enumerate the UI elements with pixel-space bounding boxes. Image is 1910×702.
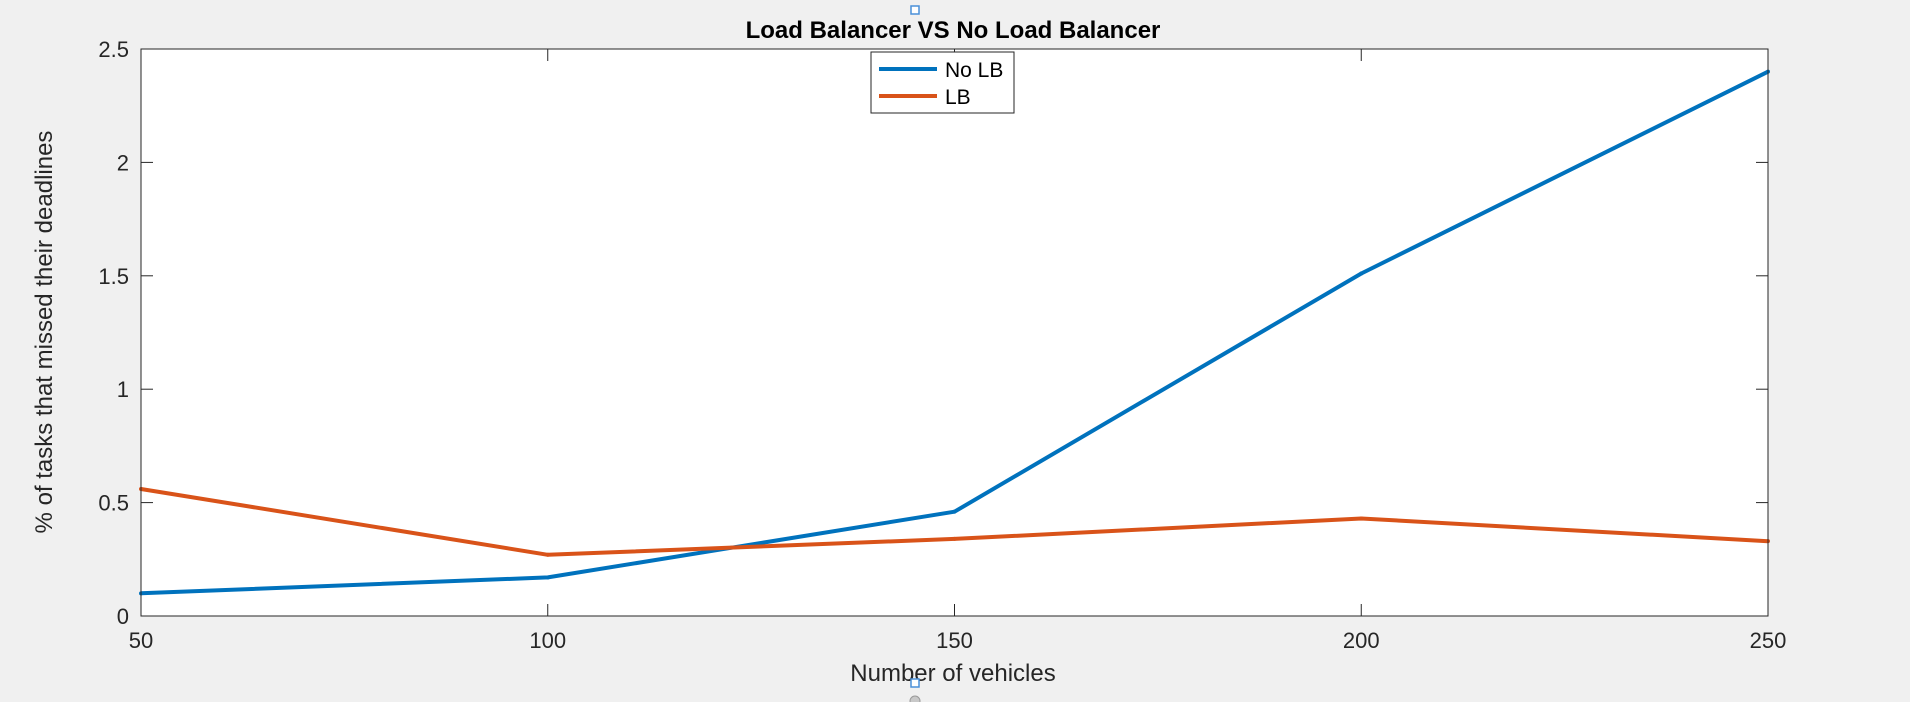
plot-frame xyxy=(140,48,1769,617)
legend-box xyxy=(870,51,1015,114)
data-point-lb xyxy=(545,552,550,557)
xlabel-anchor-handle[interactable] xyxy=(909,695,921,702)
chart-title: Load Balancer VS No Load Balancer xyxy=(746,17,1161,44)
data-point-lb xyxy=(1359,516,1364,521)
x-tick-label: 100 xyxy=(529,628,566,653)
y-tick-label: 0.5 xyxy=(98,491,129,516)
legend-label-no-lb: No LB xyxy=(945,59,1003,82)
x-axis-label: Number of vehicles xyxy=(850,660,1055,687)
data-point-lb xyxy=(952,536,957,541)
y-tick-label: 2.5 xyxy=(98,37,129,62)
data-point-no-lb xyxy=(952,509,957,514)
x-tick-label: 50 xyxy=(129,628,153,653)
x-tick-label: 250 xyxy=(1750,628,1787,653)
legend: No LB LB xyxy=(870,51,1015,114)
y-tick-label: 1 xyxy=(117,377,129,402)
x-tick-label: 150 xyxy=(936,628,973,653)
plot-area xyxy=(141,49,1768,616)
title-edit-handle[interactable] xyxy=(910,5,920,15)
x-axis-ticks: 50 100 150 200 250 xyxy=(129,49,1787,653)
x-tick-label: 200 xyxy=(1343,628,1380,653)
data-point-no-lb xyxy=(1359,271,1364,276)
xlabel-edit-handle[interactable] xyxy=(910,678,920,688)
y-axis-label: % of tasks that missed their deadlines xyxy=(31,131,58,534)
data-point-no-lb xyxy=(545,575,550,580)
y-tick-label: 2 xyxy=(117,150,129,175)
y-tick-label: 1.5 xyxy=(98,264,129,289)
legend-label-lb: LB xyxy=(945,86,971,109)
y-tick-label: 0 xyxy=(117,604,129,629)
